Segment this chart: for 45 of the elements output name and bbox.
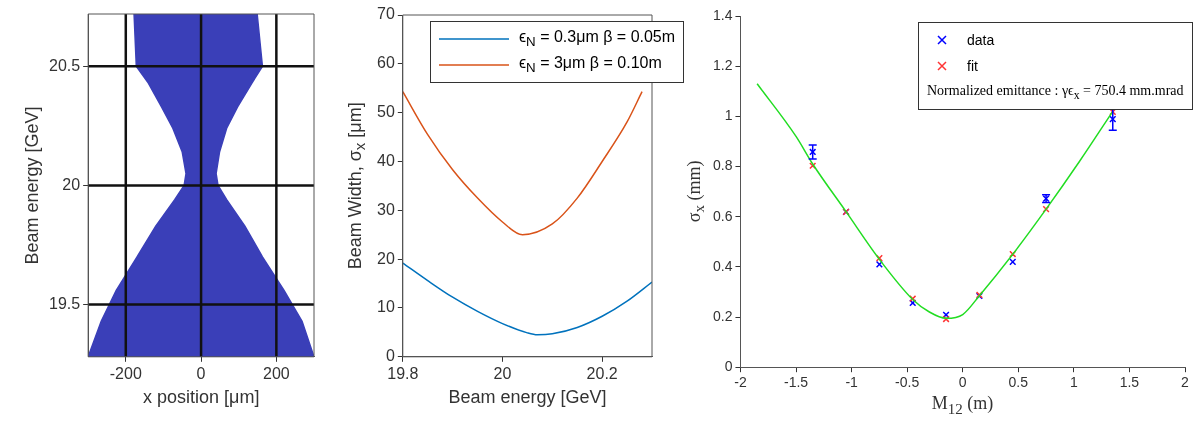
- x-axis-title: x position [μm]: [143, 386, 260, 408]
- x-tick-label: 0: [196, 364, 206, 382]
- x-tick-label: 200: [263, 364, 290, 382]
- x-tick-label: -200: [109, 364, 142, 382]
- y-tick-label: 0: [385, 347, 395, 365]
- legend-label: fit: [967, 58, 978, 74]
- y-tick-label: 50: [377, 103, 395, 121]
- x-tick-label: -0.5: [895, 374, 920, 391]
- x-tick-label: 1: [1069, 374, 1078, 391]
- y-tick-label: 70: [377, 5, 395, 23]
- y-tick-label: 1: [724, 107, 733, 124]
- x-tick-label: -1.5: [783, 374, 809, 391]
- y-tick-label: 20: [377, 249, 395, 267]
- x-tick-label: 20.2: [586, 364, 618, 382]
- y-tick-label: 0.2: [712, 307, 733, 324]
- legend-label: data: [967, 32, 995, 48]
- x-tick-label: -1: [845, 374, 859, 391]
- y-tick-label: 60: [377, 54, 395, 72]
- y-tick-label: 1.4: [712, 6, 733, 23]
- x-tick-label: 2: [1181, 374, 1190, 391]
- y-tick-label: 30: [377, 200, 395, 218]
- annotation: Normalized emittance : γϵ$_{x}$ = 750.4 mm.mrad: [927, 82, 1184, 102]
- point: [875, 260, 883, 268]
- line-series: [402, 90, 643, 236]
- legend-label: ϵ$_{N}$ = 3μm β = 0.10m: [519, 54, 662, 76]
- x-axis-title: Beam energy [GeV]: [448, 386, 607, 408]
- y-tick-label: 10: [377, 298, 395, 316]
- y-tick-label: 20: [62, 175, 81, 193]
- y-tick-label: 0.8: [712, 157, 733, 174]
- y-tick-label: 0.4: [712, 257, 733, 274]
- y-axis-title: Beam energy [GeV]: [21, 106, 43, 265]
- y-tick-label: 1.2: [712, 57, 733, 74]
- y-tick-label: 19.5: [49, 294, 81, 312]
- x-axis-title: M$_{12}$ (m): [931, 393, 994, 418]
- legend-label: ϵ$_{N}$ = 0.3μm β = 0.05m: [519, 28, 676, 50]
- x-tick-label: 1.5: [1119, 374, 1140, 391]
- y-tick-label: 20.5: [49, 56, 81, 74]
- x-tick-label: -2: [734, 374, 747, 391]
- x-tick-label: 19.8: [387, 364, 419, 382]
- x-tick-label: 0: [958, 374, 967, 391]
- y-tick-label: 0.6: [712, 207, 733, 224]
- x-tick-label: 20: [493, 364, 512, 382]
- x-tick-label: 0.5: [1008, 374, 1029, 391]
- line-series: [402, 262, 652, 336]
- y-tick-label: 40: [377, 151, 395, 169]
